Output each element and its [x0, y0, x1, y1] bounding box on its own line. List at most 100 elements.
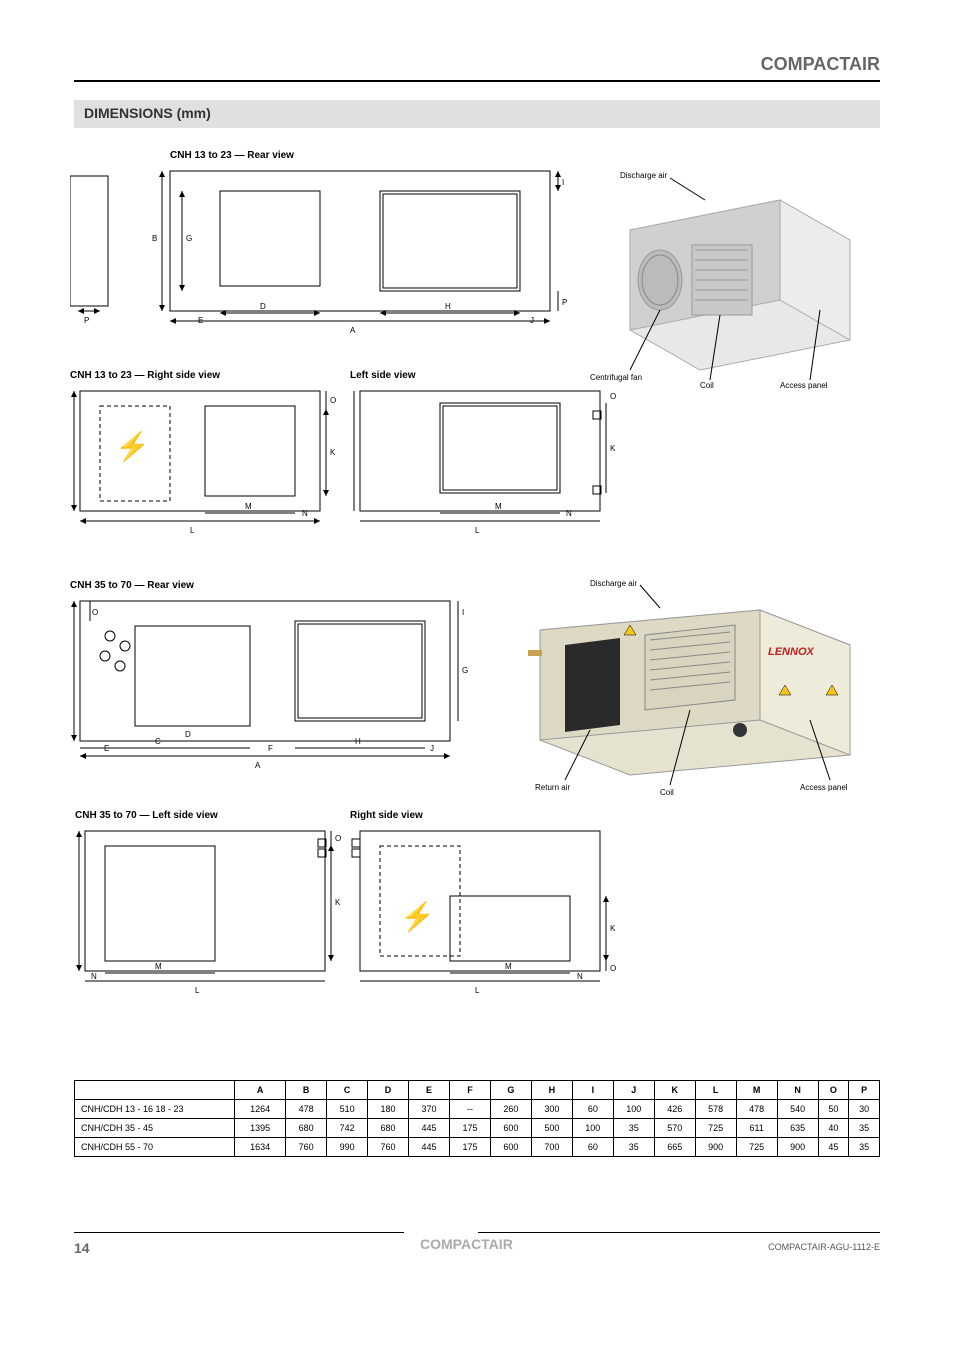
- fig-cnh35-70-rear: CNH 35 to 70 — Rear view B O I G: [70, 580, 470, 796]
- dim-J: J: [530, 316, 534, 325]
- footer-center: COMPACTAIR: [420, 1236, 513, 1252]
- svg-text:H: H: [355, 737, 361, 746]
- table-cell: 45: [818, 1138, 849, 1157]
- table-cell: 175: [449, 1119, 490, 1138]
- table-cell: 725: [695, 1119, 736, 1138]
- svg-text:E: E: [104, 744, 109, 753]
- footer-doc-id: COMPACTAIR-AGU-1112-E: [768, 1242, 880, 1252]
- table-header-cell: K: [654, 1081, 695, 1100]
- table-cell: 426: [654, 1100, 695, 1119]
- callout-discharge: Discharge air: [620, 171, 667, 180]
- table-cell: 900: [777, 1138, 818, 1157]
- svg-text:Coil: Coil: [660, 788, 674, 797]
- table-cell: 478: [736, 1100, 777, 1119]
- table-cell: 35: [613, 1119, 654, 1138]
- dim-P: P: [84, 316, 89, 325]
- dim-H: H: [445, 302, 451, 311]
- table-header-cell: H: [531, 1081, 572, 1100]
- table-cell: 175: [449, 1138, 490, 1157]
- table-header-cell: J: [613, 1081, 654, 1100]
- table-body: CNH/CDH 13 - 16 18 - 231264478510180370-…: [75, 1100, 880, 1157]
- table-cell: CNH/CDH 55 - 70: [75, 1138, 235, 1157]
- dimensions-table: ABCDEFGHIJKLMNOP CNH/CDH 13 - 16 18 - 23…: [74, 1080, 880, 1157]
- table-cell: 635: [777, 1119, 818, 1138]
- svg-text:L: L: [475, 986, 480, 995]
- dim-N: N: [302, 509, 308, 518]
- svg-text:K: K: [335, 898, 341, 907]
- table-cell: 900: [695, 1138, 736, 1157]
- table-header-row: ABCDEFGHIJKLMNOP: [75, 1081, 880, 1100]
- table-header-cell: A: [235, 1081, 286, 1100]
- table-cell: 578: [695, 1100, 736, 1119]
- table-cell: CNH/CDH 13 - 16 18 - 23: [75, 1100, 235, 1119]
- svg-text:I: I: [462, 608, 464, 617]
- fig-cnh13-23-left: Left side view B K L M N O: [350, 370, 620, 556]
- dim-L: L: [190, 526, 195, 535]
- svg-text:O: O: [335, 834, 341, 843]
- table-cell: 100: [572, 1119, 613, 1138]
- table-cell: 742: [327, 1119, 368, 1138]
- table-cell: 35: [849, 1119, 880, 1138]
- table-cell: 665: [654, 1138, 695, 1157]
- table-cell: 990: [327, 1138, 368, 1157]
- svg-text:O: O: [610, 392, 616, 401]
- table-cell: 35: [849, 1138, 880, 1157]
- table-cell: 180: [368, 1100, 409, 1119]
- product-photo-bottom: LENNOX Discharge air Return air Coil Acc…: [510, 580, 870, 800]
- table-header-cell: C: [327, 1081, 368, 1100]
- table-header-cell: F: [449, 1081, 490, 1100]
- dim-A: A: [350, 326, 356, 335]
- fig-cnh35-70-left: CNH 35 to 70 — Left side view B O K L M …: [75, 810, 345, 1016]
- table-cell: 570: [654, 1119, 695, 1138]
- table-cell: 1634: [235, 1138, 286, 1157]
- svg-text:L: L: [195, 986, 200, 995]
- table-cell: 60: [572, 1100, 613, 1119]
- table-cell: 680: [286, 1119, 327, 1138]
- table-cell: --: [449, 1100, 490, 1119]
- table-cell: 260: [490, 1100, 531, 1119]
- svg-text:F: F: [268, 744, 273, 753]
- table-cell: 700: [531, 1138, 572, 1157]
- table-header-cell: L: [695, 1081, 736, 1100]
- table-cell: 760: [286, 1138, 327, 1157]
- fig-label: Right side view: [350, 810, 620, 821]
- header-rule: [74, 80, 880, 82]
- table-cell: 40: [818, 1119, 849, 1138]
- fig-cnh35-70-right: Right side view ⚡ K O L M N: [350, 810, 620, 1016]
- fig-label: CNH 35 to 70 — Left side view: [75, 810, 345, 821]
- table-cell: 30: [849, 1100, 880, 1119]
- page: COMPACTAIR DIMENSIONS (mm) CNH 13 to 23 …: [0, 0, 954, 1349]
- table-cell: 680: [368, 1119, 409, 1138]
- product-photo-top: Discharge air Centrifugal fan Coil Acces…: [580, 170, 870, 390]
- table-cell: 1395: [235, 1119, 286, 1138]
- table-cell: 510: [327, 1100, 368, 1119]
- dim-E: E: [198, 316, 203, 325]
- dim-G: G: [186, 234, 192, 243]
- table-cell: 600: [490, 1119, 531, 1138]
- table-header-cell: E: [409, 1081, 450, 1100]
- table-cell: 445: [409, 1119, 450, 1138]
- dim-P2: P: [562, 298, 567, 307]
- table-header-cell: [75, 1081, 235, 1100]
- table-cell: 611: [736, 1119, 777, 1138]
- dim-O: O: [330, 396, 336, 405]
- callout-panel: Access panel: [780, 381, 828, 390]
- svg-text:D: D: [185, 730, 191, 739]
- table-cell: 445: [409, 1138, 450, 1157]
- table-header-cell: N: [777, 1081, 818, 1100]
- svg-text:K: K: [610, 924, 616, 933]
- fig-label: CNH 35 to 70 — Rear view: [70, 580, 470, 591]
- svg-text:A: A: [255, 761, 261, 770]
- table-header-cell: I: [572, 1081, 613, 1100]
- callout-coil: Coil: [700, 381, 714, 390]
- table-cell: 300: [531, 1100, 572, 1119]
- svg-text:J: J: [430, 744, 434, 753]
- table-cell: 478: [286, 1100, 327, 1119]
- svg-text:M: M: [505, 962, 512, 971]
- fig-label: CNH 13 to 23 — Right side view: [70, 370, 340, 381]
- svg-text:Discharge air: Discharge air: [590, 580, 637, 588]
- table-row: CNH/CDH 13 - 16 18 - 231264478510180370-…: [75, 1100, 880, 1119]
- svg-text:N: N: [577, 972, 583, 981]
- table-header-cell: O: [818, 1081, 849, 1100]
- svg-text:G: G: [462, 666, 468, 675]
